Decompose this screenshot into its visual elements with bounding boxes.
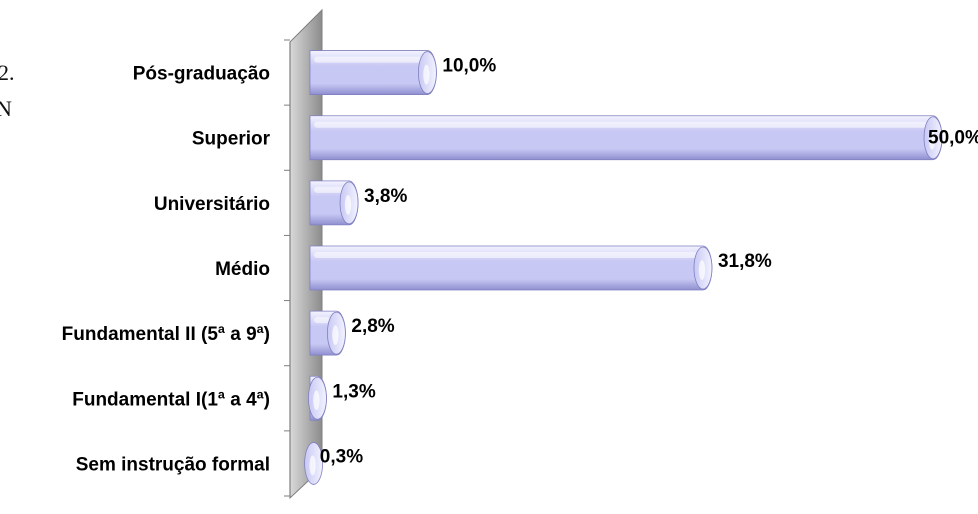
value-label: 31,8% xyxy=(718,251,772,272)
bar-highlight xyxy=(314,56,422,63)
category-label: Superior xyxy=(192,129,271,150)
value-label: 50,0% xyxy=(928,128,978,149)
category-label: Universitário xyxy=(154,194,270,215)
bar xyxy=(309,115,943,161)
category-label: Pós-graduação xyxy=(133,64,270,85)
value-label: 10,0% xyxy=(442,56,496,77)
bar xyxy=(309,180,359,226)
page-fragment-line2: N xyxy=(0,96,12,121)
category-label: Fundamental I(1ª a 4ª) xyxy=(72,389,270,410)
category-label: Sem instrução formal xyxy=(76,454,270,475)
category-label: Médio xyxy=(215,259,270,280)
bar-cap-gloss xyxy=(313,390,320,411)
bar-cap-gloss xyxy=(332,325,339,346)
bar-highlight xyxy=(314,252,697,258)
bar xyxy=(309,245,713,291)
value-label: 1,3% xyxy=(332,381,375,402)
bar-cap-gloss xyxy=(423,64,430,85)
bar-highlight xyxy=(314,121,927,128)
value-label: 3,8% xyxy=(364,186,407,207)
bar xyxy=(309,310,346,356)
value-label: 0,3% xyxy=(320,446,363,467)
bar-cap-gloss xyxy=(344,194,352,215)
bar-cap-gloss xyxy=(928,129,936,150)
bar-cap-gloss xyxy=(698,260,706,280)
bar xyxy=(308,375,327,421)
bar xyxy=(309,50,437,95)
value-label: 2,8% xyxy=(351,316,394,337)
bar-cap-gloss xyxy=(309,455,316,476)
bar xyxy=(304,442,324,485)
bar-highlight xyxy=(314,317,331,324)
bar-highlight xyxy=(314,186,344,193)
category-label: Fundamental II (5ª a 9ª) xyxy=(62,324,270,345)
page-fragment-line1: 2. xyxy=(0,60,15,85)
